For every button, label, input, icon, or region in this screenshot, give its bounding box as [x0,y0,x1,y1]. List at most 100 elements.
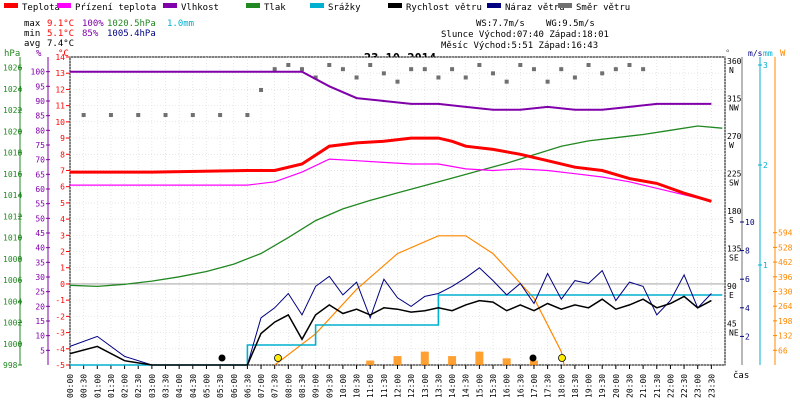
legend-swatch [558,3,572,8]
x-axis: 00:00 00:30 01:00 01:30 02:00 02:30 03:00 03:30… [66,365,716,398]
temperature-line [70,136,712,203]
rain-rate-bar [502,358,511,365]
pressure-tick-label: 1010 [3,234,22,243]
x-tick-label: 16:30 [516,374,525,398]
left-axes: 9981000100210041006100810101012101410161… [3,53,70,370]
wind-direction-point [81,113,86,117]
x-tick-label: 20:00 [612,374,621,398]
x-tick-label: 19:00 [585,374,594,398]
rain-line [70,294,723,366]
x-tick-label: 21:00 [639,374,648,398]
humidity-tick-label: 90 [35,97,45,106]
rain-rate-bar [393,356,402,365]
stat-max-hum: 100% [82,19,104,29]
x-tick-label: 01:00 [93,374,102,398]
x-tick-label: 06:30 [243,374,252,398]
humidity-tick-label: 5 [40,346,45,355]
stat-avg-label: avg [24,39,40,49]
rain-rate-bar [475,351,484,365]
legend-label: Vlhkost [181,3,219,13]
direction-tick-label: 45 [727,320,737,329]
wind-direction-point [313,75,318,80]
wind-tick-label: 8 [745,247,750,256]
direction-tick-label: 225 [727,170,742,179]
solar-line [274,235,565,366]
humidity-tick-label: 75 [35,141,45,150]
pressure-tick-label: 1008 [3,255,22,264]
x-tick-label: 05:00 [202,374,211,398]
stats-block: max 9.1°C 100% 1020.5hPa 1.0mm min 5.1°C… [24,19,194,49]
legend-swatch [487,3,501,8]
x-tick-label: 14:30 [462,374,471,398]
humidity-tick-label: 30 [35,273,45,282]
humidity-tick-label: 85 [35,112,45,121]
x-tick-label: 22:00 [666,374,675,398]
solar-tick-label: 396 [778,273,793,282]
pressure-line [69,125,723,288]
x-tick-label: 12:30 [407,374,416,398]
temp-tick-label: -3 [55,329,65,338]
legend-label: Teplota [22,3,60,13]
wind-direction-point [463,75,468,80]
wind-direction-point [531,67,536,72]
wind-direction-point [477,63,482,67]
wind-direction-point [163,113,168,117]
pressure-tick-label: 998 [3,361,18,370]
wind-direction-point [504,79,509,84]
wind-gust-info: WG:9.5m/s [546,19,595,29]
humidity-tick-label: 35 [35,258,45,267]
pressure-tick-label: 1004 [3,297,22,306]
humidity-tick-label: 45 [35,229,45,238]
wind-direction-point [436,75,441,80]
wind-speed-info: WS:7.7m/s [476,19,525,29]
direction-tick-label: 90 [727,282,737,291]
pressure-tick-label: 1016 [3,170,22,179]
pressure-tick-label: 1026 [3,64,22,73]
wind-direction-point [545,79,550,84]
pressure-tick-label: 1014 [3,191,22,200]
solar-tick-label: 528 [778,243,793,252]
temp-tick-label: -1 [55,296,65,305]
temp-tick-label: 8 [60,150,65,159]
x-tick-label: 17:00 [530,374,539,398]
wind-direction-point [368,63,373,67]
x-tick-label: 19:30 [598,374,607,398]
legend-label: Pŕízení teplota [75,3,156,13]
solar-tick-label: 330 [778,288,793,297]
legend-label: Srážky [328,3,361,13]
wind-direction-point [627,63,632,67]
temp-tick-label: 9 [60,134,65,143]
direction-tick-label: 180 [727,207,742,216]
time-axis-label: čas [733,370,749,381]
temp-tick-label: 2 [60,248,65,257]
x-tick-label: 05:30 [216,374,225,398]
legend-swatch [4,3,18,8]
x-tick-label: 14:00 [448,374,457,398]
direction-tick-name: SW [729,179,739,188]
humidity-tick-label: 55 [35,200,45,209]
pressure-tick-label: 1024 [3,85,22,94]
x-tick-label: 18:00 [557,374,566,398]
temp-tick-label: 10 [55,118,65,127]
legend: Teplota Pŕízení teplota Vlhkost Tlak Srážky R… [4,3,630,13]
legend-label: Náraz větru [505,3,565,13]
x-tick-label: 15:00 [475,374,484,398]
rain-rate-bar [366,360,375,365]
humidity-tick-label: 65 [35,170,45,179]
wind-direction-point [613,67,618,72]
temp-tick-label: 5 [60,199,65,208]
x-tick-label: 03:30 [162,374,171,398]
x-tick-label: 03:00 [148,374,157,398]
sunrise-marker [274,354,282,362]
stat-min-hum: 85% [82,29,99,39]
sun-info: Slunce Východ:07:40 Západ:18:01 [441,30,609,40]
temp-tick-label: 4 [60,215,65,224]
humidity-tick-label: 10 [35,332,45,341]
wind-direction-point [190,113,195,117]
rain-rate-bar [420,351,429,365]
legend-swatch [57,3,71,8]
temp-tick-label: -4 [55,345,65,354]
pressure-tick-label: 1012 [3,212,22,221]
wind-direction-point [108,113,113,117]
